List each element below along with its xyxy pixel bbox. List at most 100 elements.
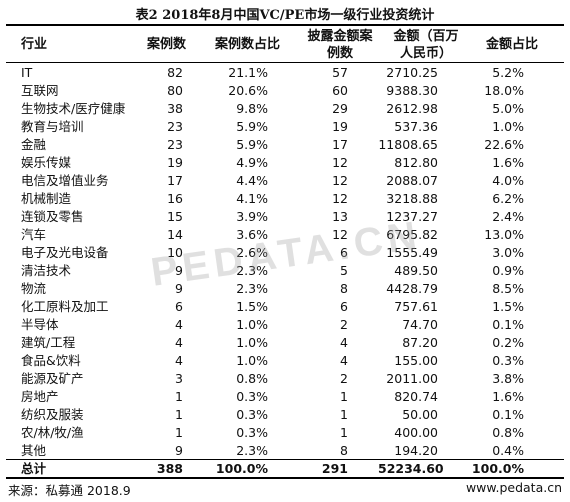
cell-amount: 11808.65: [378, 137, 438, 152]
cell-case-ratio: 0.3%: [236, 425, 268, 440]
cell-name: IT: [21, 65, 33, 80]
cell-amount: 6795.82: [386, 227, 438, 242]
cell-case-ratio: 0.3%: [236, 389, 268, 404]
cell-cases: 10: [167, 245, 183, 260]
cell-amount-ratio: 0.3%: [492, 353, 524, 368]
cell-amount-ratio: 0.1%: [492, 317, 524, 332]
cell-name: 金融: [21, 137, 47, 152]
cell-cases: 80: [167, 83, 183, 98]
header-amount: 金额（百万 人民币）: [381, 28, 471, 62]
cell-case-ratio: 4.9%: [236, 155, 268, 170]
cell-case-ratio: 3.9%: [236, 209, 268, 224]
cell-disclosed: 6: [340, 245, 348, 260]
cell-cases: 1: [175, 389, 183, 404]
header-amount-line2: 人民币）: [399, 46, 452, 61]
header-cases: 案例数: [147, 37, 187, 52]
cell-disclosed: 19: [332, 119, 348, 134]
cell-cases: 4: [175, 317, 183, 332]
header-case-ratio: 案例数占比: [215, 37, 281, 52]
cell-cases: 4: [175, 335, 183, 350]
cell-cases: 82: [167, 65, 183, 80]
cell-disclosed: 291: [321, 461, 348, 476]
cell-case-ratio: 0.3%: [236, 407, 268, 422]
cell-name: 娱乐传媒: [21, 155, 72, 170]
cell-name: 房地产: [21, 389, 59, 404]
cell-disclosed: 13: [332, 209, 348, 224]
source-note: 来源：私募通 2018.9: [8, 483, 131, 498]
cell-amount-ratio: 1.6%: [492, 155, 524, 170]
total-rule: [6, 459, 564, 460]
cell-case-ratio: 5.9%: [236, 137, 268, 152]
cell-amount: 757.61: [394, 299, 438, 314]
cell-amount: 400.00: [394, 425, 438, 440]
cell-disclosed: 6: [340, 299, 348, 314]
cell-case-ratio: 3.6%: [236, 227, 268, 242]
header-amount-line1: 金额（百万: [393, 29, 459, 44]
cell-amount-ratio: 1.0%: [492, 119, 524, 134]
cell-cases: 9: [175, 263, 183, 278]
cell-name: 电子及光电设备: [21, 245, 109, 260]
cell-amount: 52234.60: [378, 461, 444, 476]
cell-amount: 4428.79: [386, 281, 438, 296]
cell-disclosed: 2: [340, 317, 348, 332]
cell-name: 物流: [21, 281, 47, 296]
cell-case-ratio: 1.0%: [236, 317, 268, 332]
cell-amount-ratio: 1.6%: [492, 389, 524, 404]
cell-amount: 1237.27: [386, 209, 438, 224]
top-rule: [6, 24, 564, 26]
cell-cases: 9: [175, 281, 183, 296]
cell-amount-ratio: 22.6%: [484, 137, 524, 152]
cell-amount: 74.70: [402, 317, 438, 332]
cell-case-ratio: 1.0%: [236, 353, 268, 368]
cell-cases: 3: [175, 371, 183, 386]
cell-amount: 3218.88: [386, 191, 438, 206]
cell-disclosed: 2: [340, 371, 348, 386]
cell-name: 连锁及零售: [21, 209, 84, 224]
cell-cases: 17: [167, 173, 183, 188]
cell-amount: 50.00: [402, 407, 438, 422]
cell-disclosed: 4: [340, 335, 348, 350]
cell-amount: 2088.07: [386, 173, 438, 188]
cell-case-ratio: 100.0%: [215, 461, 268, 476]
cell-cases: 9: [175, 443, 183, 458]
website-link[interactable]: www.pedata.cn: [465, 480, 562, 495]
table-title: 表2 2018年8月中国VC/PE市场一级行业投资统计: [135, 8, 435, 23]
cell-amount: 537.36: [394, 119, 438, 134]
cell-amount: 194.20: [394, 443, 438, 458]
cell-name: 总计: [21, 461, 47, 476]
cell-name: 建筑/工程: [21, 335, 76, 350]
header-disclosed-line2: 例数: [326, 46, 353, 61]
cell-amount-ratio: 18.0%: [484, 83, 524, 98]
cell-name: 教育与培训: [21, 119, 84, 134]
cell-name: 清洁技术: [21, 263, 72, 278]
cell-amount: 87.20: [402, 335, 438, 350]
cell-cases: 1: [175, 425, 183, 440]
cell-amount-ratio: 1.5%: [492, 299, 524, 314]
cell-case-ratio: 1.0%: [236, 335, 268, 350]
cell-amount: 1555.49: [386, 245, 438, 260]
cell-cases: 19: [167, 155, 183, 170]
cell-amount: 820.74: [394, 389, 438, 404]
cell-amount: 2710.25: [386, 65, 438, 80]
cell-disclosed: 12: [332, 191, 348, 206]
cell-disclosed: 12: [332, 155, 348, 170]
cell-name: 汽车: [21, 227, 47, 242]
cell-amount-ratio: 8.5%: [492, 281, 524, 296]
cell-name: 纺织及服装: [21, 407, 84, 422]
cell-case-ratio: 2.3%: [236, 263, 268, 278]
cell-case-ratio: 4.1%: [236, 191, 268, 206]
cell-disclosed: 12: [332, 173, 348, 188]
cell-case-ratio: 2.3%: [236, 281, 268, 296]
cell-cases: 6: [175, 299, 183, 314]
cell-case-ratio: 21.1%: [228, 65, 268, 80]
cell-cases: 16: [167, 191, 183, 206]
cell-cases: 1: [175, 407, 183, 422]
bottom-rule: [6, 477, 564, 479]
cell-amount-ratio: 5.2%: [492, 65, 524, 80]
cell-disclosed: 17: [332, 137, 348, 152]
cell-amount-ratio: 0.8%: [492, 425, 524, 440]
cell-amount-ratio: 3.8%: [492, 371, 524, 386]
cell-case-ratio: 20.6%: [228, 83, 268, 98]
cell-disclosed: 57: [332, 65, 348, 80]
cell-cases: 388: [156, 461, 183, 476]
